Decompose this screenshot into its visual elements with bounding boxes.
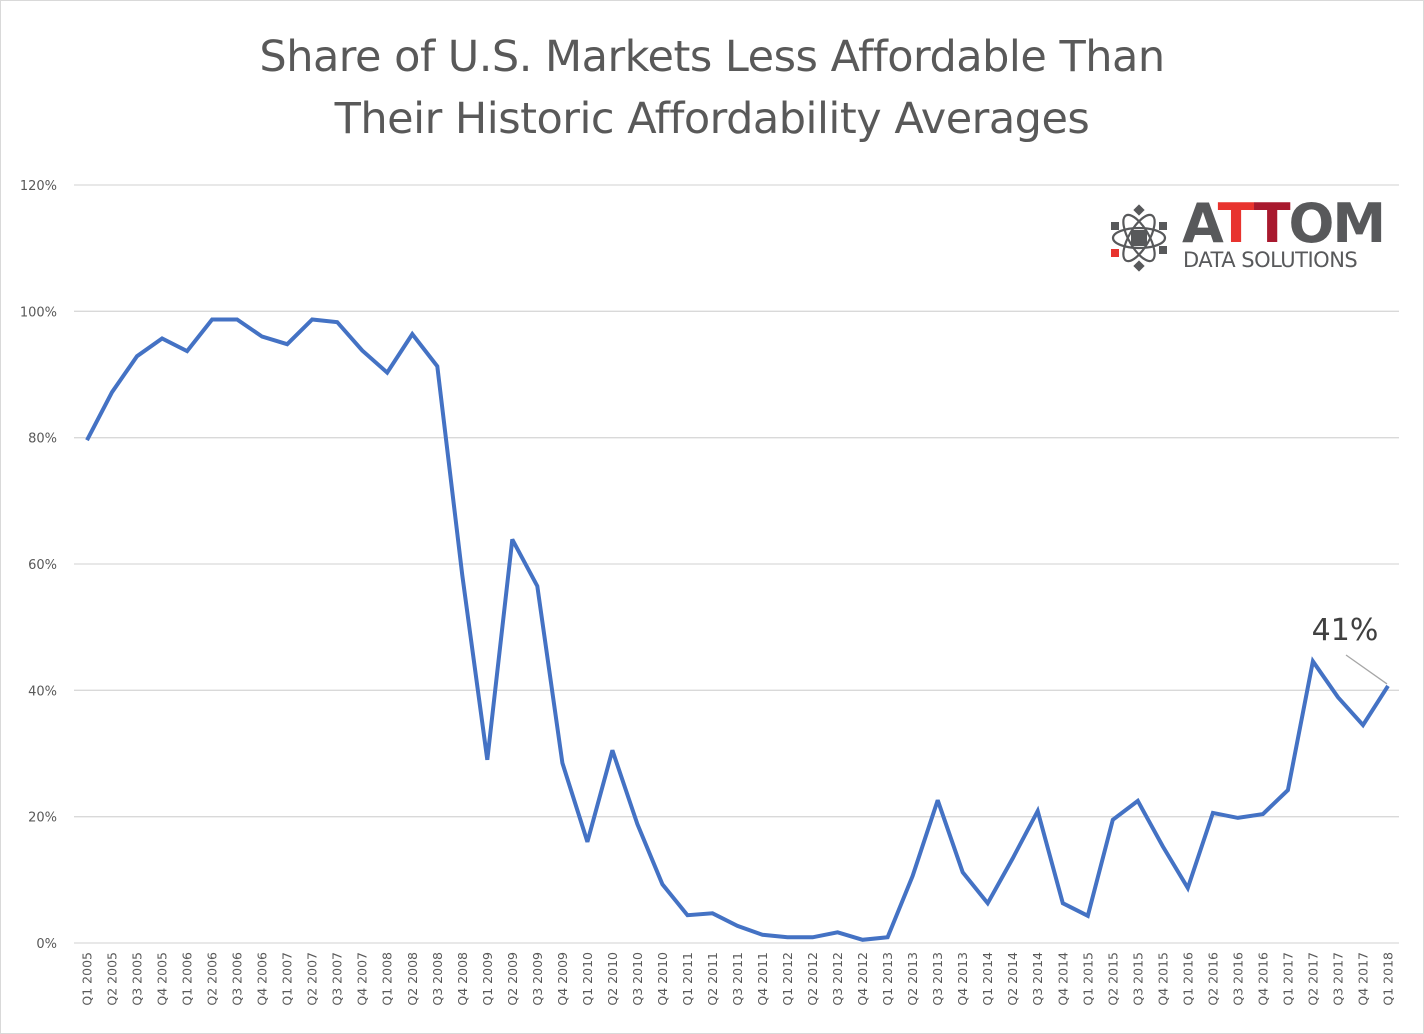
x-tick-label: Q4 2013	[955, 952, 970, 1006]
x-tick-label: Q2 2015	[1105, 952, 1120, 1006]
x-tick-label: Q2 2012	[805, 952, 820, 1006]
logo-letter-t2: T	[1253, 192, 1291, 255]
x-tick-label: Q1 2018	[1381, 952, 1396, 1006]
x-tick-label: Q2 2006	[205, 952, 220, 1006]
x-tick-label: Q3 2007	[330, 952, 345, 1006]
logo-subtitle: DATA SOLUTIONS	[1183, 248, 1358, 272]
x-tick-label: Q2 2014	[1005, 952, 1020, 1006]
x-tick-label: Q3 2006	[230, 952, 245, 1006]
x-tick-label: Q3 2015	[1130, 952, 1145, 1006]
x-tick-label: Q3 2017	[1330, 952, 1345, 1006]
x-tick-label: Q1 2013	[880, 952, 895, 1006]
x-tick-label: Q2 2008	[405, 952, 420, 1006]
y-tick-label: 20%	[28, 811, 57, 826]
x-tick-label: Q1 2007	[280, 952, 295, 1006]
logo-letter-a: A	[1182, 192, 1220, 255]
attom-logo: ATTOM ™ DATA SOLUTIONS	[1108, 194, 1398, 280]
logo-letters-om: OM	[1288, 192, 1387, 255]
x-tick-label: Q1 2016	[1180, 952, 1195, 1006]
x-tick-label: Q4 2010	[655, 952, 670, 1006]
x-tick-label: Q4 2006	[255, 952, 270, 1006]
attom-wordmark: ATTOM	[1182, 192, 1387, 255]
x-tick-label: Q1 2017	[1280, 952, 1295, 1006]
series-line	[85, 317, 1390, 942]
annotation-label: 41%	[1312, 613, 1379, 648]
chart-title-line-2: Their Historic Affordability Averages	[334, 94, 1090, 144]
y-tick-label: 60%	[28, 558, 57, 573]
x-tick-label: Q3 2012	[830, 952, 845, 1006]
x-tick-label: Q3 2009	[530, 952, 545, 1006]
x-tick-label: Q3 2010	[630, 952, 645, 1006]
x-tick-label: Q1 2005	[80, 952, 95, 1006]
x-tick-label: Q3 2005	[130, 952, 145, 1006]
chart-title-line-1: Share of U.S. Markets Less Affordable Th…	[259, 32, 1165, 82]
x-axis: Q1 2005 Q2 2005 Q3 2005 Q4 2005 Q1 2006 Q2 20…	[80, 952, 1396, 1006]
x-tick-label: Q4 2011	[755, 952, 770, 1006]
x-tick-label: Q1 2011	[680, 952, 695, 1006]
x-tick-label: Q2 2009	[505, 952, 520, 1006]
y-tick-label: 80%	[28, 432, 57, 447]
x-tick-label: Q4 2007	[355, 952, 370, 1006]
x-tick-label: Q2 2017	[1305, 952, 1320, 1006]
x-tick-label: Q3 2016	[1230, 952, 1245, 1006]
x-tick-label: Q4 2012	[855, 952, 870, 1006]
x-tick-label: Q2 2010	[605, 952, 620, 1006]
logo-letter-t1: T	[1217, 192, 1256, 255]
x-tick-label: Q1 2010	[580, 952, 595, 1006]
gridlines	[74, 184, 1399, 944]
x-tick-label: Q2 2005	[105, 952, 120, 1006]
y-tick-label: 40%	[28, 684, 57, 699]
y-axis: 0% 20% 40% 60% 80% 100% 120%	[20, 179, 57, 952]
x-tick-label: Q4 2015	[1155, 952, 1170, 1006]
x-tick-label: Q4 2014	[1055, 952, 1070, 1006]
series-group	[85, 317, 1390, 942]
x-tick-label: Q3 2011	[730, 952, 745, 1006]
annotation-leader-line	[1345, 654, 1388, 685]
y-tick-label: 0%	[36, 937, 57, 952]
x-tick-label: Q1 2015	[1080, 952, 1095, 1006]
x-tick-label: Q4 2016	[1255, 952, 1270, 1006]
attom-network-icon	[1111, 204, 1167, 272]
x-tick-label: Q2 2011	[705, 952, 720, 1006]
x-tick-label: Q4 2008	[455, 952, 470, 1006]
x-tick-label: Q4 2005	[155, 952, 170, 1006]
x-tick-label: Q2 2013	[905, 952, 920, 1006]
x-tick-label: Q3 2014	[1030, 952, 1045, 1006]
x-tick-label: Q1 2009	[480, 952, 495, 1006]
chart-title: Share of U.S. Markets Less Affordable Th…	[0, 26, 1424, 150]
y-tick-label: 120%	[20, 179, 57, 194]
annotations: 41%	[1312, 613, 1388, 685]
x-tick-label: Q1 2008	[380, 952, 395, 1006]
y-tick-label: 100%	[20, 305, 57, 320]
x-tick-label: Q4 2009	[555, 952, 570, 1006]
x-tick-label: Q1 2006	[180, 952, 195, 1006]
x-tick-label: Q3 2013	[930, 952, 945, 1006]
logo-trademark: ™	[1372, 202, 1382, 213]
x-tick-label: Q2 2007	[305, 952, 320, 1006]
x-tick-label: Q1 2012	[780, 952, 795, 1006]
x-tick-label: Q1 2014	[980, 952, 995, 1006]
x-tick-label: Q2 2016	[1205, 952, 1220, 1006]
x-tick-label: Q4 2017	[1355, 952, 1370, 1006]
x-tick-label: Q3 2008	[430, 952, 445, 1006]
